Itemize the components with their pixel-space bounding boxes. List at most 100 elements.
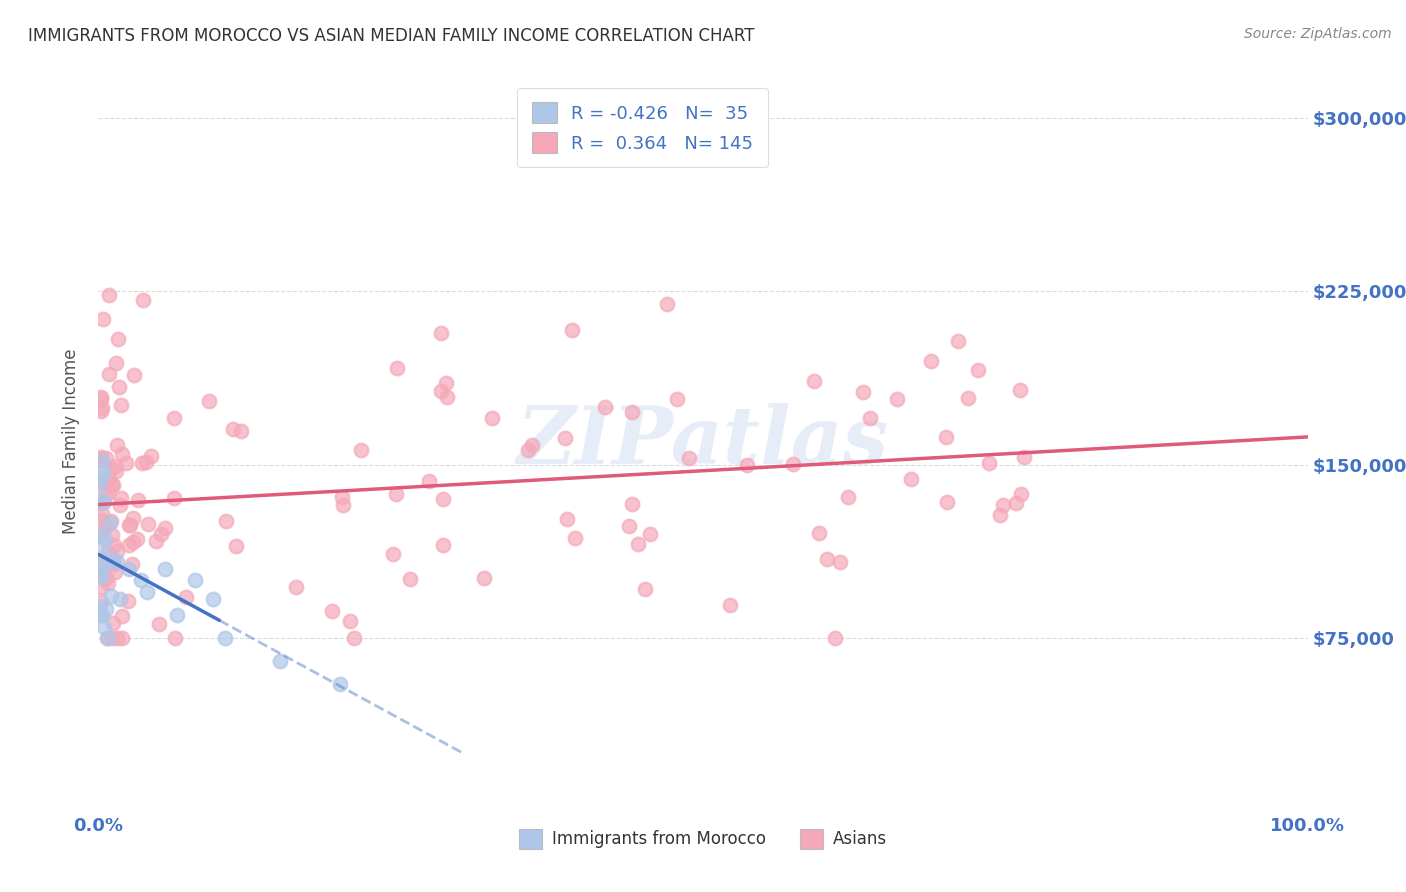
- Point: [94, 489, 117, 503]
- Point: [837, 490, 859, 504]
- Point: [97, 631, 120, 645]
- Point: [430, 326, 453, 340]
- Point: [382, 548, 405, 562]
- Legend: Immigrants from Morocco, Asians: Immigrants from Morocco, Asians: [512, 822, 894, 855]
- Point: [617, 519, 640, 533]
- Point: [430, 384, 453, 398]
- Point: [145, 533, 167, 548]
- Point: [93, 474, 115, 488]
- Point: [655, 297, 678, 311]
- Point: [1010, 487, 1032, 501]
- Point: [91, 465, 114, 479]
- Point: [93, 495, 115, 509]
- Point: [90, 392, 112, 406]
- Point: [101, 477, 124, 491]
- Point: [350, 443, 373, 458]
- Point: [977, 456, 1000, 470]
- Point: [991, 498, 1014, 512]
- Point: [621, 498, 644, 512]
- Point: [90, 475, 112, 489]
- Point: [93, 619, 115, 633]
- Point: [434, 376, 457, 390]
- Point: [105, 631, 128, 645]
- Point: [105, 464, 128, 478]
- Point: [98, 516, 121, 531]
- Point: [101, 477, 124, 491]
- Point: [107, 333, 129, 347]
- Point: [87, 494, 110, 508]
- Point: [98, 288, 121, 302]
- Point: [97, 486, 120, 500]
- Point: [87, 527, 110, 541]
- Point: [561, 323, 583, 337]
- Point: [132, 293, 155, 307]
- Point: [946, 334, 969, 348]
- Point: [108, 380, 131, 394]
- Point: [330, 490, 353, 504]
- Point: [135, 585, 157, 599]
- Point: [517, 443, 540, 458]
- Point: [121, 557, 143, 571]
- Point: [111, 608, 134, 623]
- Point: [90, 470, 112, 484]
- Point: [89, 607, 111, 622]
- Point: [105, 438, 128, 452]
- Point: [815, 551, 838, 566]
- Point: [100, 460, 122, 475]
- Point: [122, 510, 145, 524]
- Point: [89, 608, 111, 623]
- Point: [97, 575, 120, 590]
- Point: [105, 356, 128, 370]
- Point: [100, 515, 122, 529]
- Point: [385, 361, 408, 376]
- Point: [522, 438, 544, 452]
- Point: [108, 591, 131, 606]
- Text: Source: ZipAtlas.com: Source: ZipAtlas.com: [1244, 27, 1392, 41]
- Point: [936, 495, 959, 509]
- Point: [96, 631, 118, 645]
- Point: [472, 571, 495, 585]
- Point: [101, 552, 124, 566]
- Point: [94, 519, 117, 533]
- Point: [105, 555, 128, 569]
- Point: [231, 424, 253, 438]
- Point: [621, 405, 644, 419]
- Point: [122, 535, 145, 549]
- Point: [118, 538, 141, 552]
- Point: [808, 525, 831, 540]
- Point: [94, 571, 117, 585]
- Point: [666, 392, 689, 406]
- Point: [127, 493, 149, 508]
- Point: [90, 452, 112, 467]
- Point: [222, 422, 245, 436]
- Point: [118, 518, 141, 533]
- Point: [111, 447, 134, 461]
- Point: [103, 538, 125, 552]
- Point: [165, 631, 187, 645]
- Point: [105, 544, 128, 558]
- Point: [103, 615, 125, 630]
- Point: [87, 477, 110, 491]
- Point: [124, 368, 146, 383]
- Point: [91, 454, 114, 468]
- Point: [110, 398, 132, 412]
- Point: [564, 531, 586, 545]
- Point: [1005, 496, 1028, 510]
- Point: [97, 545, 120, 559]
- Point: [136, 516, 159, 531]
- Point: [90, 496, 112, 510]
- Point: [90, 541, 112, 555]
- Point: [125, 532, 148, 546]
- Point: [135, 455, 157, 469]
- Point: [184, 574, 207, 588]
- Point: [269, 654, 291, 668]
- Point: [101, 631, 124, 645]
- Point: [103, 557, 125, 571]
- Point: [90, 566, 112, 581]
- Point: [957, 392, 980, 406]
- Point: [94, 602, 117, 616]
- Point: [198, 393, 221, 408]
- Point: [634, 582, 657, 596]
- Point: [91, 507, 114, 521]
- Point: [418, 474, 440, 488]
